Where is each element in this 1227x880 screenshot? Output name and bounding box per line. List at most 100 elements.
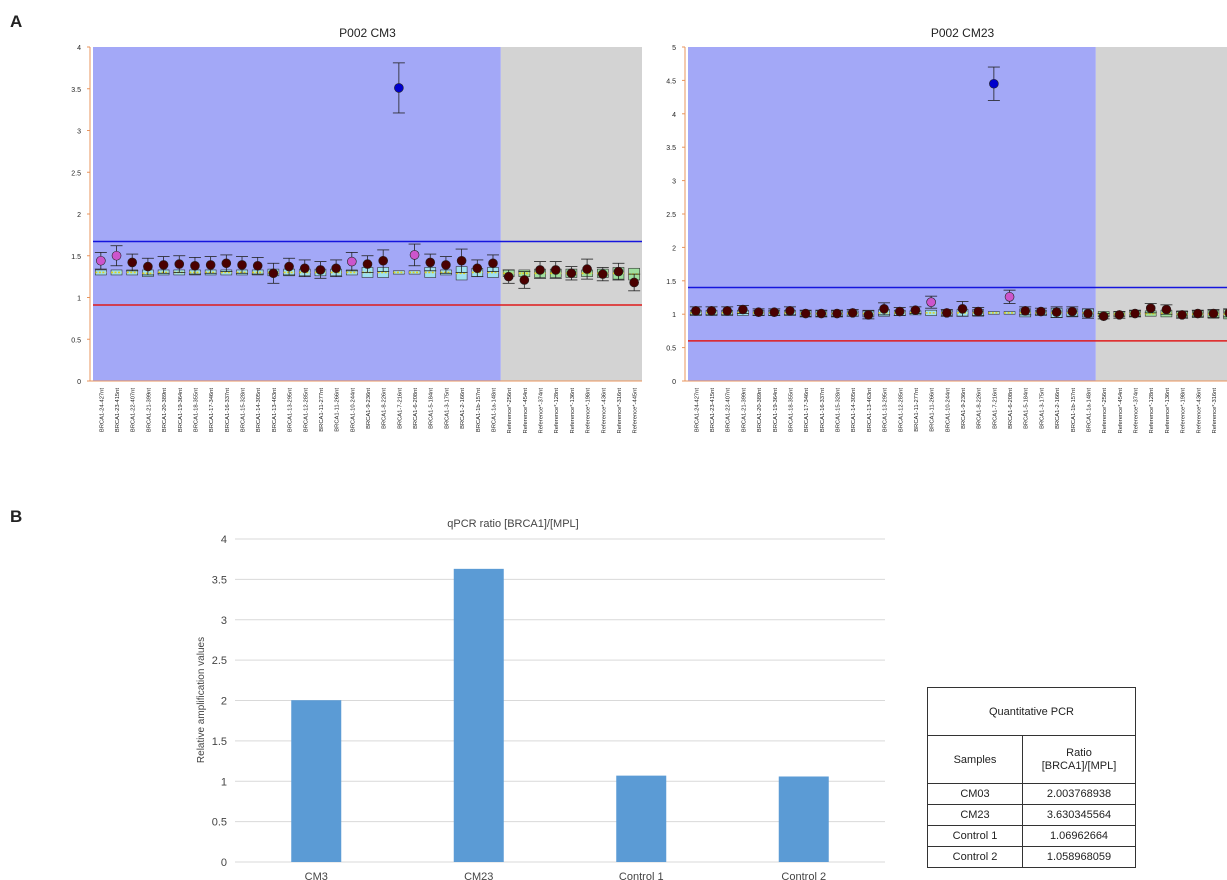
x-tick-label: BRCA1-1a-148nt bbox=[1086, 388, 1092, 433]
x-tick-label: BRCA1-23-415nt bbox=[710, 388, 716, 433]
probe-point bbox=[1145, 303, 1156, 313]
probe-point bbox=[816, 308, 827, 319]
y-tick-label: 3 bbox=[672, 179, 676, 186]
x-tick-label: BRCA1-3-175nt bbox=[444, 388, 450, 429]
x-tick-label: Control 2 bbox=[781, 871, 826, 880]
x-tick-label: Reference*-374nt bbox=[539, 388, 545, 434]
probe-point bbox=[910, 305, 921, 315]
x-tick-label: BRCA1-15-328nt bbox=[241, 388, 247, 433]
probe-point bbox=[926, 297, 936, 307]
probe-point bbox=[347, 256, 357, 267]
x-tick-label: Reference*-436nt bbox=[601, 388, 607, 434]
y-tick-label: 1 bbox=[221, 776, 227, 788]
probe-point bbox=[456, 255, 467, 266]
probe-point bbox=[832, 308, 842, 319]
probe-point bbox=[158, 260, 169, 270]
y-tick-label: 2 bbox=[77, 212, 81, 219]
y-tick-label: 1 bbox=[672, 312, 676, 319]
x-tick-label: BRCA1-13-463nt bbox=[272, 388, 278, 433]
bar bbox=[291, 700, 342, 862]
table-cell-sample: Control 1 bbox=[927, 825, 1023, 847]
probe-point bbox=[143, 261, 153, 272]
probe-point bbox=[472, 263, 483, 274]
y-tick-label: 3 bbox=[77, 129, 81, 136]
probe-point bbox=[127, 257, 138, 268]
x-tick-label: Reference*-128nt bbox=[554, 388, 560, 434]
probe-point bbox=[1004, 292, 1015, 302]
x-tick-label: BRCA1-18-355nt bbox=[788, 388, 794, 433]
x-tick-label: BRCA1-22-407nt bbox=[726, 388, 732, 433]
probe-point bbox=[1098, 311, 1109, 322]
x-tick-label: Reference*-136nt bbox=[1165, 388, 1171, 434]
probe-point bbox=[1036, 306, 1046, 317]
x-tick-label: BRCA1-16-337nt bbox=[820, 388, 826, 433]
table-row: CM03 2.003768938 bbox=[927, 783, 1136, 805]
bar bbox=[453, 568, 504, 862]
probe-point bbox=[1224, 308, 1227, 318]
x-tick-label: BRCA1-12-285nt bbox=[898, 388, 904, 433]
y-tick-label: 0.5 bbox=[212, 817, 227, 829]
y-tick-label: 0 bbox=[77, 379, 81, 386]
qpcr-table: Quantitative PCR Samples Ratio [BRCA1]/[… bbox=[927, 687, 1136, 868]
probe-point bbox=[519, 275, 530, 285]
y-tick-label: 4 bbox=[77, 45, 81, 52]
panel-label-b: B bbox=[10, 507, 23, 526]
table-cell-ratio: 2.003768938 bbox=[1022, 783, 1136, 805]
probe-point bbox=[879, 304, 889, 314]
x-tick-label: BRCA1-12-285nt bbox=[303, 388, 309, 433]
table-row: CM23 3.630345564 bbox=[927, 804, 1136, 826]
chart-title: P002 CM3 bbox=[339, 26, 396, 40]
probe-point bbox=[1130, 308, 1140, 319]
y-tick-label: 3.5 bbox=[666, 145, 676, 152]
y-tick-label: 1.5 bbox=[666, 279, 676, 286]
reference-region bbox=[500, 47, 642, 381]
probe-point bbox=[441, 260, 451, 270]
probe-point bbox=[315, 265, 326, 275]
y-tick-label: 0 bbox=[672, 379, 676, 386]
x-tick-label: BRCA1-13-295nt bbox=[288, 388, 294, 433]
y-tick-label: 0.5 bbox=[71, 337, 81, 344]
probe-point bbox=[769, 307, 780, 317]
probe-point bbox=[488, 258, 498, 269]
y-tick-label: 0.5 bbox=[666, 346, 676, 353]
y-tick-label: 3.5 bbox=[71, 87, 81, 94]
probe-point bbox=[550, 265, 561, 275]
y-tick-label: 2 bbox=[221, 696, 227, 708]
probe-point bbox=[1020, 306, 1031, 316]
x-tick-label: BRCA1-18-355nt bbox=[193, 388, 199, 433]
x-tick-label: BRCA1-11-277nt bbox=[914, 388, 920, 432]
y-tick-label: 1 bbox=[77, 296, 81, 303]
probe-point bbox=[1177, 310, 1187, 320]
x-tick-label: BRCA1-24-427nt bbox=[99, 388, 105, 433]
probe-point bbox=[1067, 306, 1078, 317]
x-tick-label: BRCA1-2-166nt bbox=[460, 388, 466, 429]
table-title: Quantitative PCR bbox=[927, 687, 1136, 736]
x-tick-label: BRCA1-19-364nt bbox=[178, 388, 184, 433]
chart-title: qPCR ratio [BRCA1]/[MPL] bbox=[447, 518, 578, 530]
probe-point bbox=[331, 263, 341, 274]
probe-point bbox=[973, 306, 983, 317]
probe-point bbox=[753, 307, 764, 317]
probe-point bbox=[1083, 308, 1093, 319]
probe-point bbox=[394, 83, 404, 93]
x-tick-label: BRCA1-22-407nt bbox=[131, 388, 137, 433]
x-tick-label: BRCA1-15-328nt bbox=[836, 388, 842, 433]
x-tick-label: Reference*-256nt bbox=[507, 388, 513, 434]
probe-point bbox=[582, 264, 592, 274]
x-tick-label: BRCA1-20-389nt bbox=[162, 388, 168, 433]
y-axis-label: Relative amplification values bbox=[196, 637, 207, 763]
x-tick-label: BRCA1-14-305nt bbox=[256, 388, 262, 433]
y-tick-label: 5 bbox=[672, 45, 676, 52]
y-tick-label: 1.5 bbox=[212, 736, 227, 748]
probe-point bbox=[503, 271, 514, 282]
bar bbox=[616, 775, 667, 862]
x-tick-label: BRCA1-1a-148nt bbox=[491, 388, 497, 433]
probe-point bbox=[942, 308, 952, 318]
y-tick-label: 3.5 bbox=[212, 574, 227, 586]
table-row: Control 1 1.06962664 bbox=[927, 825, 1136, 847]
x-tick-label: BRCA1-5-184nt bbox=[1024, 388, 1030, 429]
x-tick-label: BRCA1-17-346nt bbox=[804, 388, 810, 433]
x-tick-label: BRCA1-11-266nt bbox=[335, 388, 341, 432]
probe-point bbox=[629, 277, 639, 288]
x-tick-label: BRCA1-11-266nt bbox=[930, 388, 936, 432]
